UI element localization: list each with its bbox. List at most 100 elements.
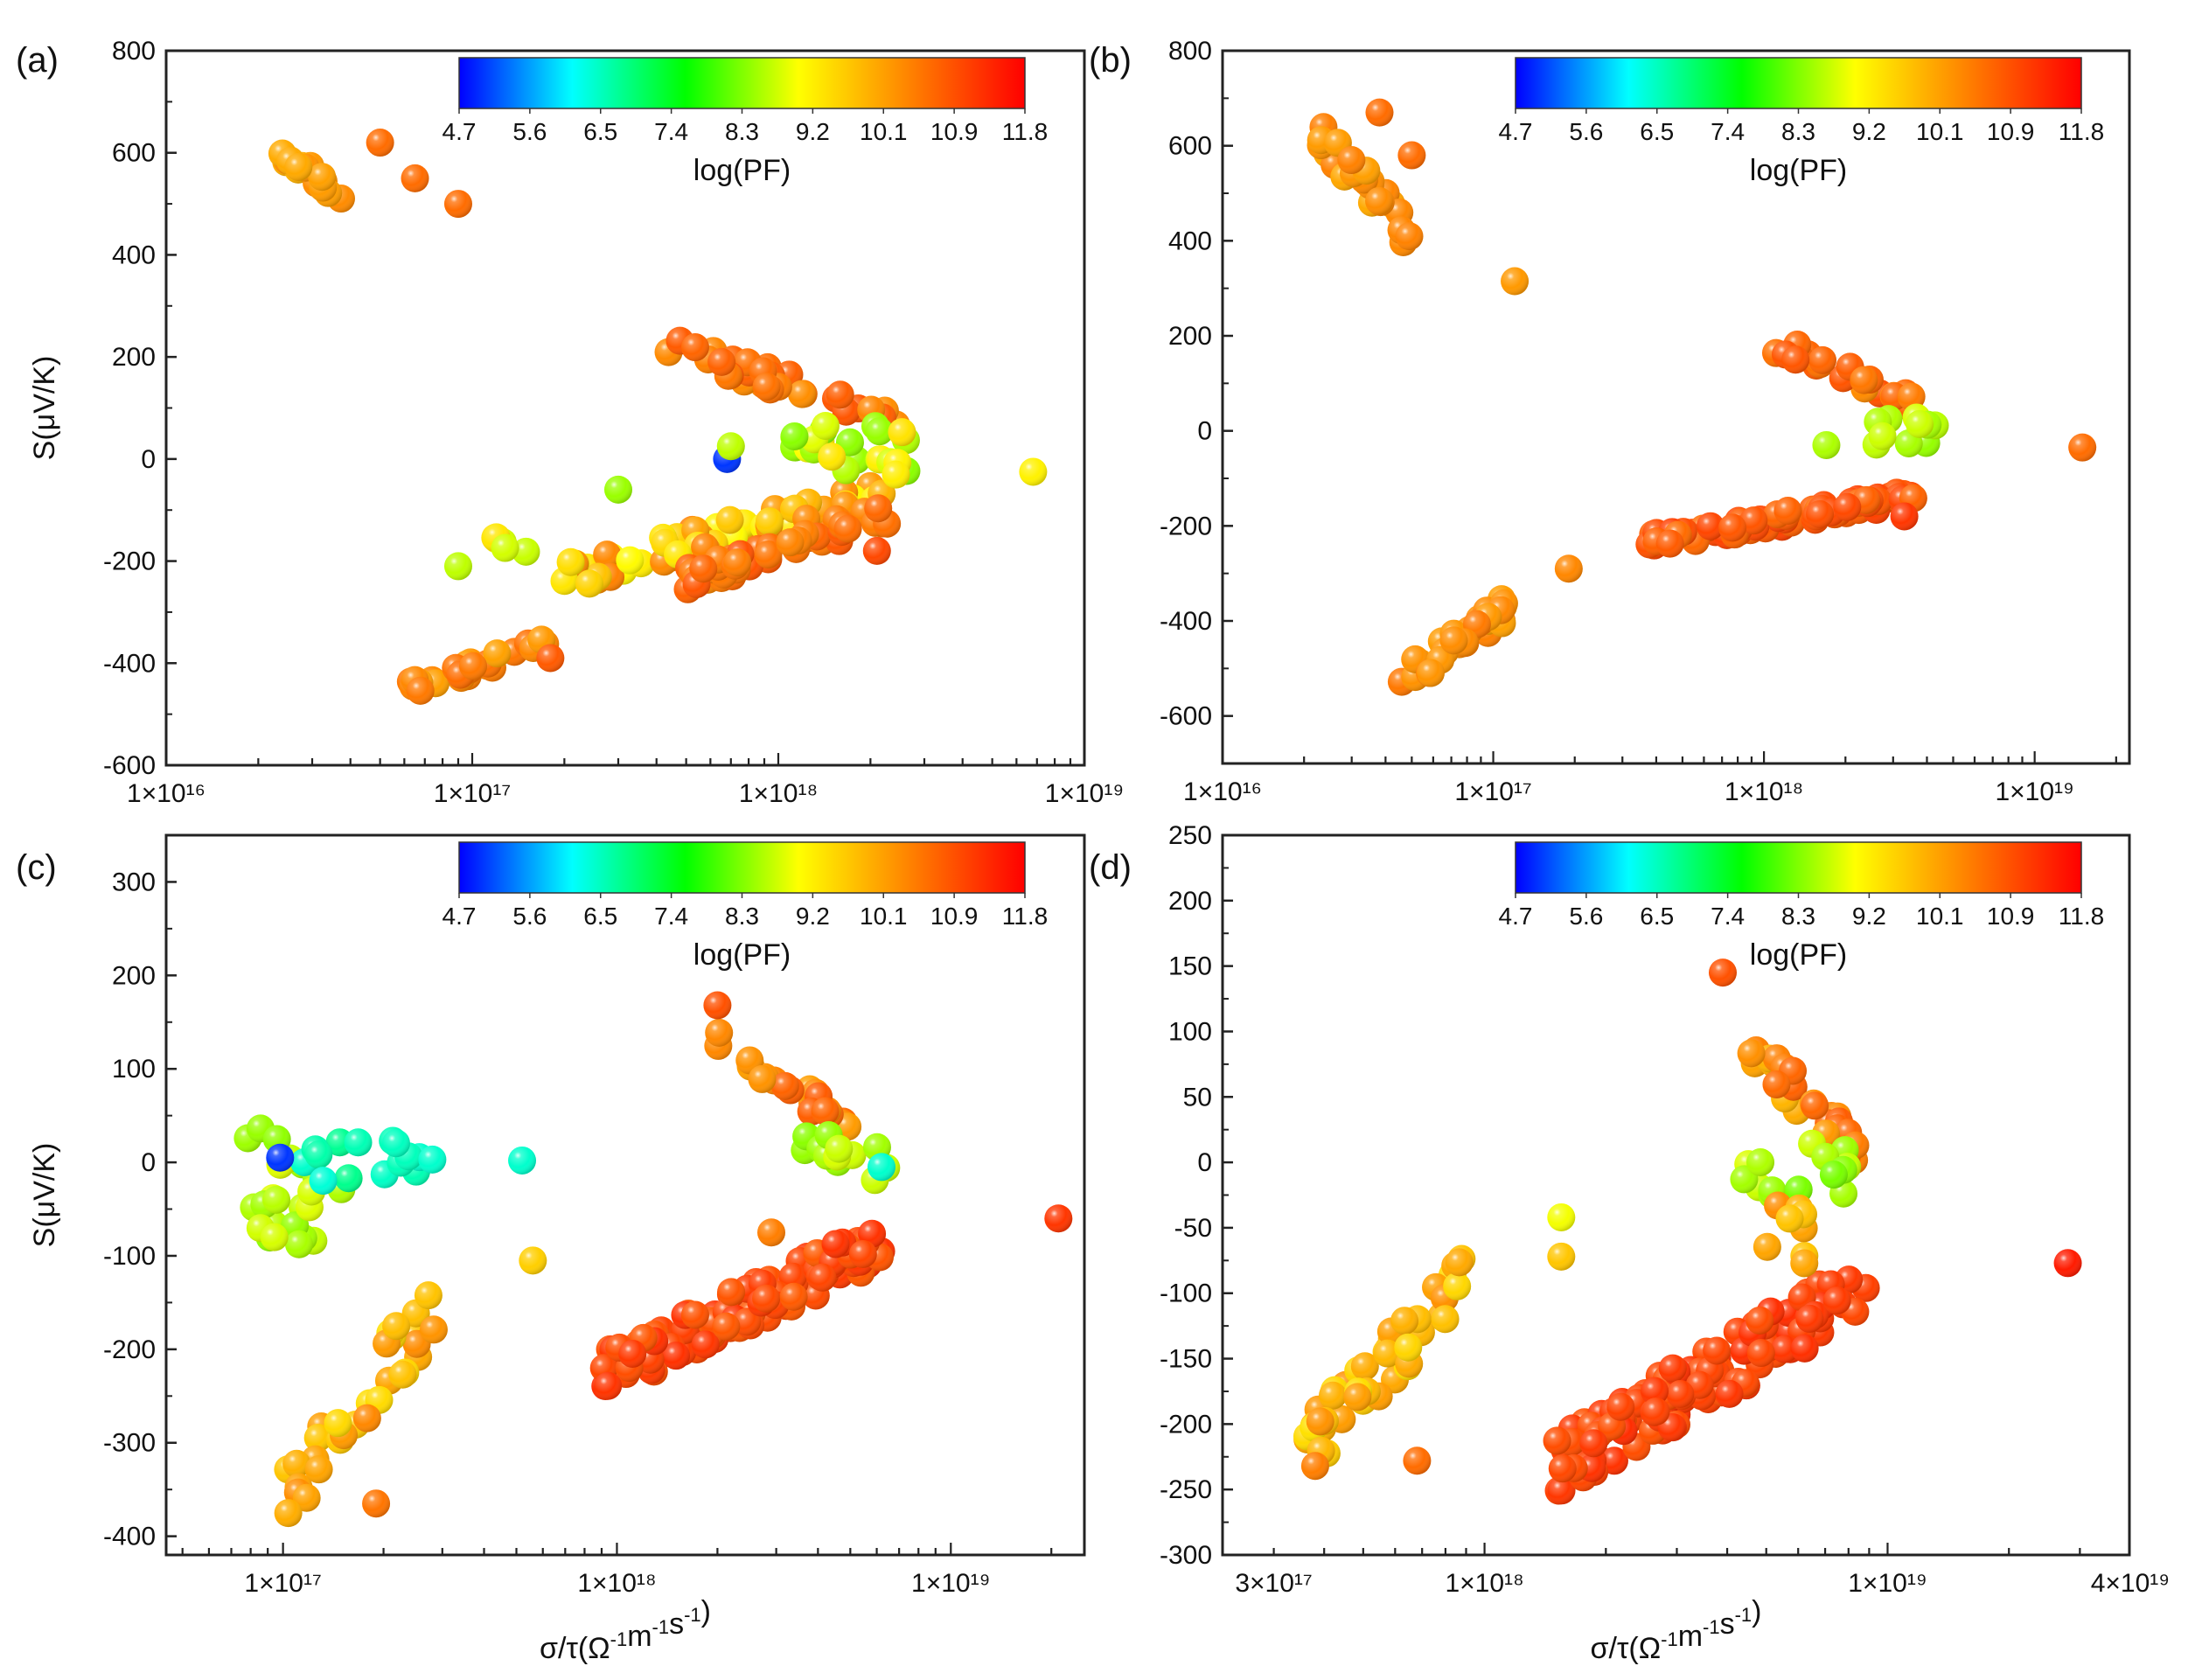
data-point-shade [1833, 492, 1862, 521]
data-point-shade [848, 1239, 877, 1268]
data-point-shade [1703, 1336, 1732, 1365]
data-point-shade [344, 1128, 373, 1157]
data-point-shade [1337, 146, 1366, 175]
data-point-shade [508, 1146, 537, 1175]
data-point-shade [1790, 1334, 1819, 1363]
data-point-shade [418, 1145, 447, 1174]
data-point-shade [556, 547, 585, 576]
data-point-shade [1365, 98, 1394, 127]
data-point-shade [833, 514, 862, 543]
data-point-shade [715, 505, 744, 534]
data-point-shade [491, 533, 519, 562]
x-axis-title-part: ) [701, 1595, 711, 1628]
y-tick-label: -100 [103, 1242, 156, 1271]
x-axis-title: σ/τ(Ω-1m-1s-1) [540, 1595, 711, 1665]
panel-label: (c) [16, 848, 57, 887]
x-tick-label: 1×10¹⁹ [1848, 1569, 1927, 1598]
data-point-shade [1806, 499, 1835, 528]
data-point-shade [1770, 1335, 1799, 1363]
data-point-shade [362, 1489, 391, 1518]
colorbar-tick-label: 8.3 [725, 903, 759, 930]
x-tick-label: 1×10¹⁸ [1725, 777, 1803, 806]
data-point-shade [689, 554, 718, 583]
colorbar: 4.7 5.6 6.5 7.4 8.3 9.2 10.1 10.9 11.8 log(PF) [442, 841, 1048, 972]
data-point-shade [1655, 529, 1684, 558]
x-axis-title-part: m [627, 1620, 652, 1653]
x-tick-label: 1×10¹⁹ [911, 1569, 990, 1598]
y-tick-label: -300 [1160, 1541, 1212, 1570]
colorbar-tick-label: 11.8 [1002, 118, 1048, 145]
data-point-shade [1906, 409, 1934, 438]
data-point-shade [1641, 1398, 1670, 1426]
data-point-shade [401, 164, 429, 192]
x-axis-title-superscript: -1 [684, 1604, 701, 1626]
data-point-shade [309, 1167, 338, 1196]
data-point-shade [1775, 1204, 1804, 1233]
data-point-shade [292, 1483, 321, 1512]
y-tick-label: 0 [141, 445, 156, 474]
data-point-shade [1753, 1232, 1781, 1261]
colorbar-tick-label: 5.6 [512, 903, 547, 930]
y-tick-label: -250 [1160, 1475, 1212, 1504]
data-point-shade [1801, 1091, 1829, 1120]
data-point-shade [752, 373, 781, 401]
data-point-shade [575, 569, 603, 598]
data-point-shade [1850, 366, 1878, 394]
data-point-shade [703, 991, 732, 1020]
data-point-shade [381, 1129, 410, 1158]
data-point-shade [1579, 1429, 1608, 1458]
y-axis-title: S(μV/K) [28, 1143, 61, 1248]
x-tick-label: 1×10¹⁹ [1045, 779, 1124, 808]
colorbar-tick-label: 6.5 [583, 903, 617, 930]
y-tick-label: 400 [1168, 227, 1212, 255]
data-point-shade [1762, 1070, 1791, 1099]
x-tick-label: 1×10¹⁶ [1183, 777, 1262, 806]
y-tick-label: -200 [1160, 1410, 1212, 1439]
colorbar-tick-label: 7.4 [654, 903, 688, 930]
plot-frame [1221, 833, 2131, 1557]
x-axis-title-superscript: -1 [652, 1616, 670, 1638]
colorbar-tick-label: 6.5 [583, 118, 617, 145]
data-point-shade [748, 1064, 777, 1093]
panel-d: (d) 250 200 150 100 50 0 -50 -100 -150 -200 -250 -30… [1089, 821, 2170, 1665]
colorbar-title: log(PF) [693, 154, 791, 187]
data-point-shade [284, 152, 313, 181]
colorbar-tick-label: 11.8 [2059, 903, 2104, 930]
data-point-shade [419, 1315, 448, 1344]
data-point-shade [2068, 433, 2097, 462]
colorbar-tick-label: 10.1 [860, 118, 908, 145]
x-axis-title-part: σ/τ(Ω [1591, 1632, 1662, 1665]
data-point-shade [1773, 497, 1802, 526]
data-point-shade [826, 380, 854, 409]
panel-label: (d) [1089, 848, 1132, 887]
data-point-shade [618, 1339, 647, 1368]
data-point-shade [1547, 1476, 1576, 1505]
data-point-shade [868, 1153, 896, 1182]
data-point-shade [1394, 1333, 1423, 1362]
data-point-shade [787, 380, 816, 408]
data-point-shade [1306, 1407, 1334, 1436]
data-point-shade [1554, 554, 1583, 583]
data-point-shade [1501, 267, 1530, 296]
data-point-shade [282, 1449, 311, 1478]
colorbar-tick-label: 6.5 [1640, 118, 1674, 145]
data-point-shade [1343, 1383, 1372, 1412]
y-tick-label: -400 [103, 649, 156, 678]
data-point-shade [304, 1455, 333, 1484]
data-point-shade [266, 1143, 295, 1172]
data-points [233, 991, 1073, 1528]
data-point-shade [778, 1262, 807, 1291]
x-axis-title-part: ) [1752, 1595, 1761, 1628]
y-tick-label: 200 [1168, 887, 1212, 916]
y-tick-label: 150 [1168, 952, 1212, 981]
colorbar-tick-label: 10.1 [1916, 118, 1964, 145]
y-tick-label: 200 [1168, 322, 1212, 351]
data-point-shade [662, 1342, 691, 1370]
data-point-shade [1746, 1339, 1775, 1368]
data-point-shade [1445, 1248, 1474, 1277]
data-point-shade [1739, 506, 1768, 535]
y-tick-label: 800 [112, 37, 156, 66]
data-point-shade [1395, 222, 1424, 251]
y-tick-label: 600 [1168, 132, 1212, 161]
y-tick-label: -150 [1160, 1345, 1212, 1374]
